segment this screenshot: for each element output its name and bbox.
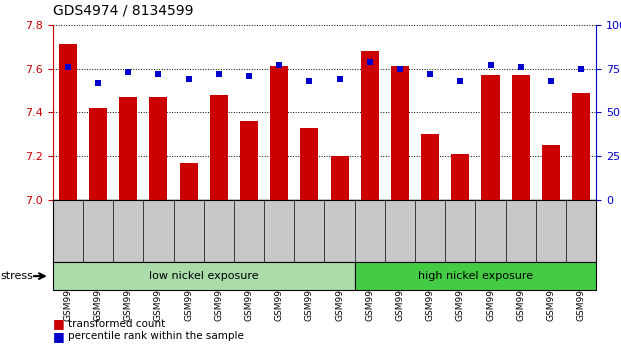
Bar	[270, 67, 288, 200]
Point	[515, 64, 525, 70]
Bar	[512, 75, 530, 200]
Point	[486, 62, 496, 68]
Point	[576, 66, 586, 72]
Point	[184, 76, 194, 82]
Bar	[572, 93, 590, 200]
Point	[395, 66, 405, 72]
Point	[546, 78, 556, 84]
Bar	[89, 108, 107, 200]
Bar	[210, 95, 228, 200]
Point	[365, 59, 374, 64]
Text: ■: ■	[53, 318, 65, 330]
Bar	[59, 45, 77, 200]
Text: GDS4974 / 8134599: GDS4974 / 8134599	[53, 4, 193, 18]
Bar	[451, 154, 469, 200]
Bar	[301, 128, 319, 200]
Text: transformed count: transformed count	[68, 319, 166, 329]
Bar	[240, 121, 258, 200]
Bar	[53, 262, 355, 290]
Bar	[391, 67, 409, 200]
Point	[244, 73, 254, 79]
Bar	[119, 97, 137, 200]
Text: percentile rank within the sample: percentile rank within the sample	[68, 331, 244, 341]
Bar	[481, 75, 499, 200]
Text: low nickel exposure: low nickel exposure	[149, 271, 258, 281]
Bar	[150, 97, 168, 200]
Point	[335, 76, 345, 82]
Bar	[330, 156, 348, 200]
Text: ■: ■	[53, 330, 65, 343]
Bar	[355, 262, 596, 290]
Point	[455, 78, 465, 84]
Point	[425, 71, 435, 77]
Bar	[421, 134, 439, 200]
Point	[63, 64, 73, 70]
Text: high nickel exposure: high nickel exposure	[418, 271, 533, 281]
Bar	[361, 51, 379, 200]
Point	[93, 80, 103, 85]
Point	[153, 71, 163, 77]
Text: stress: stress	[0, 271, 33, 281]
Bar	[542, 145, 560, 200]
Point	[274, 62, 284, 68]
Point	[214, 71, 224, 77]
Bar	[179, 163, 197, 200]
Point	[304, 78, 314, 84]
Point	[124, 69, 134, 75]
